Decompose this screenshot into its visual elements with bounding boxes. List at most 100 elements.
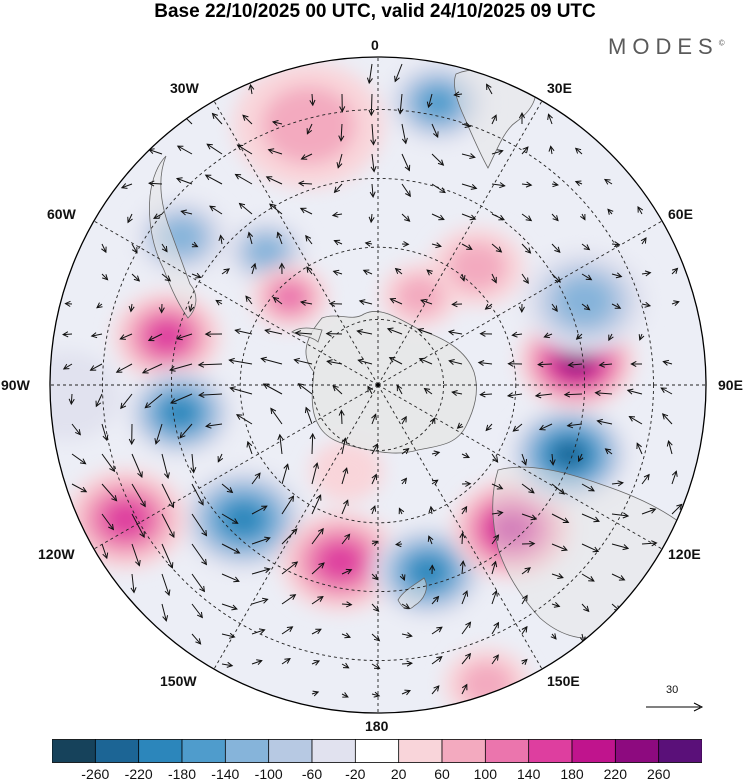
wind-arrow (429, 564, 436, 575)
wind-arrow (431, 213, 445, 221)
wind-arrow (521, 540, 536, 547)
wind-arrow (364, 240, 373, 247)
wind-arrow (341, 437, 348, 455)
wind-arrow (235, 414, 253, 425)
wind-arrow (120, 183, 133, 189)
anomaly-contour (554, 442, 584, 467)
wind-arrow (491, 213, 505, 221)
wind-arrow (401, 213, 411, 222)
anomaly-contour (319, 544, 362, 579)
wind-arrow (671, 503, 683, 515)
wind-arrow (71, 423, 81, 436)
wind-arrow (671, 300, 680, 307)
wind-arrow (101, 513, 115, 531)
wind-arrow (101, 543, 109, 560)
wind-arrow (431, 479, 439, 486)
wind-arrow (306, 123, 313, 135)
anomaly-center-9 (232, 62, 384, 189)
wind-arrow (62, 363, 73, 370)
colorbar-swatch (614, 739, 660, 763)
wind-arrow (461, 153, 476, 159)
anomaly-contour (420, 88, 456, 118)
wind-arrow (305, 234, 313, 245)
wind-arrow (551, 273, 561, 283)
wind-arrow (277, 433, 284, 455)
wind-arrow (147, 333, 163, 342)
anomaly-contour (272, 282, 308, 312)
reference-vector (646, 702, 704, 712)
wind-arrow (251, 472, 261, 485)
wind-arrow (518, 303, 525, 313)
wind-arrow (341, 601, 353, 608)
wind-arrow (251, 536, 271, 545)
wind-arrow (326, 359, 343, 366)
wind-arrow (267, 148, 283, 155)
map-title: Base 22/10/2025 00 UTC, valid 24/10/2025… (154, 1, 596, 22)
wind-arrow (339, 93, 346, 113)
wind-arrow (148, 180, 163, 187)
wind-arrow (551, 213, 559, 222)
wind-arrow (297, 180, 313, 187)
wind-arrow (521, 181, 533, 188)
wind-arrow (581, 273, 593, 281)
wind-arrow (154, 423, 163, 445)
wind-arrow (101, 483, 118, 502)
wind-arrow (603, 178, 613, 185)
wind-arrow (431, 450, 441, 457)
wind-arrow (401, 448, 410, 455)
wind-arrow (242, 114, 253, 125)
wind-arrow (461, 452, 470, 459)
wind-arrow (431, 656, 443, 665)
lon-label-30w: 30W (170, 80, 199, 96)
wind-arrow (238, 202, 253, 215)
wind-arrow (281, 658, 291, 665)
brand-name: MODES (608, 34, 719, 59)
anomaly-contour (105, 501, 147, 537)
wind-arrow (176, 333, 193, 341)
wind-arrow (389, 298, 403, 305)
anomaly-contour (460, 661, 514, 707)
anomaly-center-13 (113, 291, 222, 382)
wind-arrow (265, 176, 283, 185)
wind-arrow (598, 361, 613, 368)
wind-arrow (551, 483, 566, 495)
wind-arrow (115, 363, 133, 373)
wind-arrow (281, 626, 294, 635)
colorbar-swatch (181, 739, 226, 763)
wind-arrow (371, 691, 381, 698)
wind-arrow (671, 470, 678, 485)
colorbar-tick-label: 100 (473, 766, 497, 782)
meridian-line (377, 384, 663, 550)
colorbar-tick-label: 140 (517, 766, 541, 782)
colorbar-tick-label: 180 (560, 766, 584, 782)
wind-arrow (179, 423, 193, 439)
wind-arrow (577, 453, 584, 463)
wind-arrow (581, 243, 591, 251)
wind-arrow (205, 422, 223, 429)
wind-arrow (563, 391, 583, 398)
wind-arrow (272, 296, 283, 305)
wind-arrow (191, 241, 199, 248)
wind-arrow (491, 534, 500, 545)
wind-arrow (518, 112, 526, 124)
colorbar-tick-label: -60 (301, 766, 323, 782)
lon-label-120e: 120E (668, 546, 701, 562)
wind-arrow (479, 391, 493, 398)
wind-arrow (426, 269, 433, 276)
wind-arrow (325, 330, 343, 337)
wind-arrow (362, 269, 373, 276)
colorbar-tick-label: -140 (211, 766, 240, 782)
wind-arrow (534, 392, 553, 399)
wind-arrow (251, 505, 268, 515)
wind-arrow (169, 363, 193, 372)
wind-arrow (626, 388, 643, 395)
meridian-line (377, 384, 543, 670)
wind-arrow (68, 393, 75, 406)
colorbar-swatch (268, 739, 313, 763)
wind-arrow (336, 153, 343, 169)
wind-arrow (204, 331, 223, 338)
colorbar-swatch (441, 739, 486, 763)
wind-arrow (161, 483, 175, 509)
wind-arrow (269, 203, 283, 215)
wind-arrow (491, 483, 504, 490)
